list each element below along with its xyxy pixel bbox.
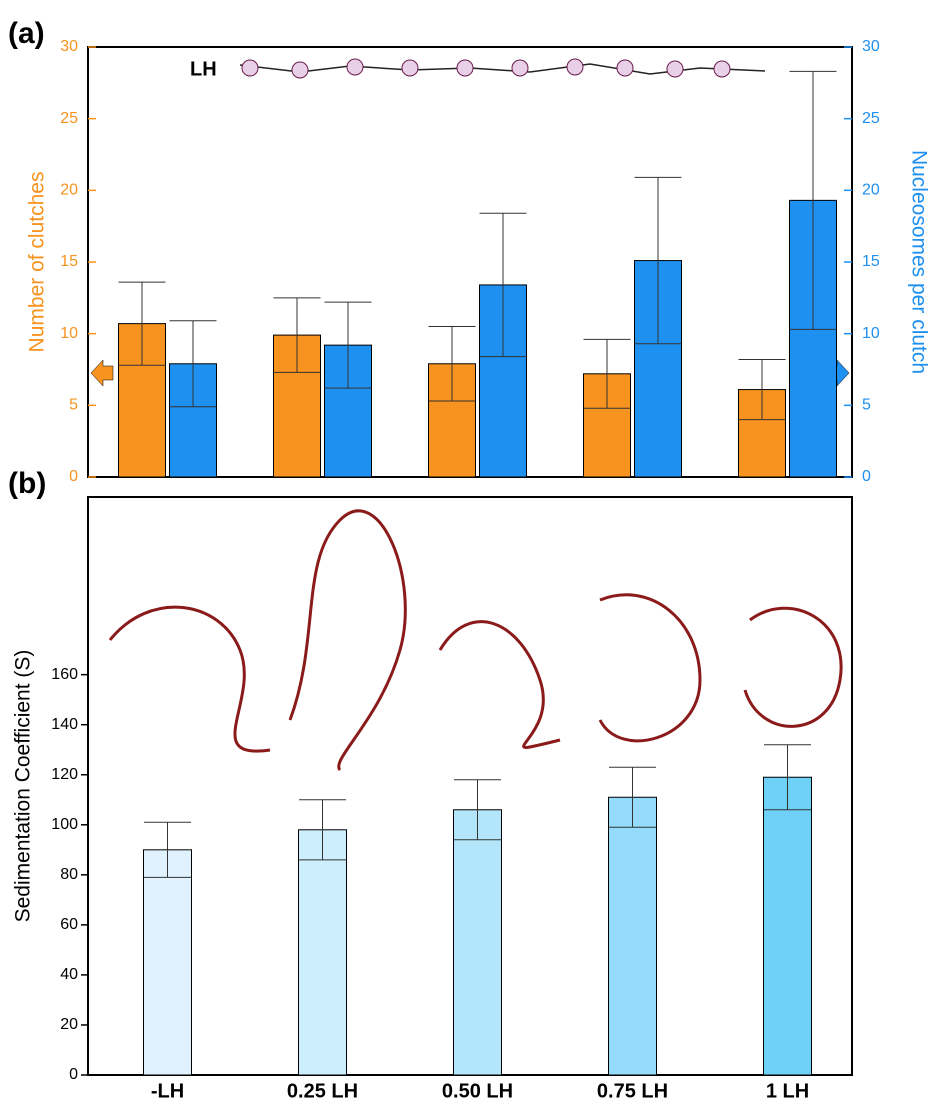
y-tick-label: 30 <box>60 38 78 55</box>
panel-label: (a) <box>8 17 45 50</box>
y2-tick-label: 5 <box>862 397 871 414</box>
x-tick-label: 1 LH <box>766 1080 809 1102</box>
y-tick-label: 80 <box>60 866 78 883</box>
y2-tick-label: 0 <box>862 468 871 485</box>
y-tick-label: 20 <box>60 1016 78 1033</box>
bar <box>608 796 657 1076</box>
y-tick-label: 40 <box>60 966 78 983</box>
annotation: LH <box>190 58 217 80</box>
bar <box>143 849 192 1076</box>
y-tick-label: 160 <box>51 666 78 683</box>
y2-tick-label: 30 <box>862 38 880 55</box>
x-tick-label: 0.75 LH <box>597 1080 668 1102</box>
y2-tick-label: 10 <box>862 325 880 342</box>
y-tick-label: 140 <box>51 716 78 733</box>
y-tick-label: 20 <box>60 182 78 199</box>
chromatin-illustration <box>108 509 843 772</box>
bar <box>763 776 812 1076</box>
y-tick-label: 0 <box>69 1066 78 1083</box>
y-tick-label: 0 <box>69 468 78 485</box>
y-tick-label: 120 <box>51 766 78 783</box>
y-tick-label: 10 <box>60 325 78 342</box>
y-tick-label: 5 <box>69 397 78 414</box>
y2-tick-label: 25 <box>862 110 880 127</box>
x-tick-label: 0.25 LH <box>287 1080 358 1102</box>
x-tick-label: 0.50 LH <box>442 1080 513 1102</box>
y-tick-label: 15 <box>60 253 78 270</box>
y2-tick-label: 15 <box>862 253 880 270</box>
y2-tick-label: 20 <box>862 182 880 199</box>
y-tick-label: 25 <box>60 110 78 127</box>
x-tick-label: -LH <box>151 1080 184 1102</box>
bar <box>118 323 166 478</box>
y-tick-label: 100 <box>51 816 78 833</box>
y-tick-label: 60 <box>60 916 78 933</box>
panel-label: (b) <box>8 467 46 500</box>
bar <box>298 829 347 1076</box>
left-axis-arrow <box>90 359 114 387</box>
y2-axis-label: Nucleosomes per clutch <box>907 150 930 374</box>
lh-chain-illustration <box>239 58 766 79</box>
y-axis-label: Sedimentation Coefficient (S) <box>12 650 35 923</box>
y-axis-label: Number of clutches <box>26 172 49 353</box>
bar <box>453 809 502 1076</box>
